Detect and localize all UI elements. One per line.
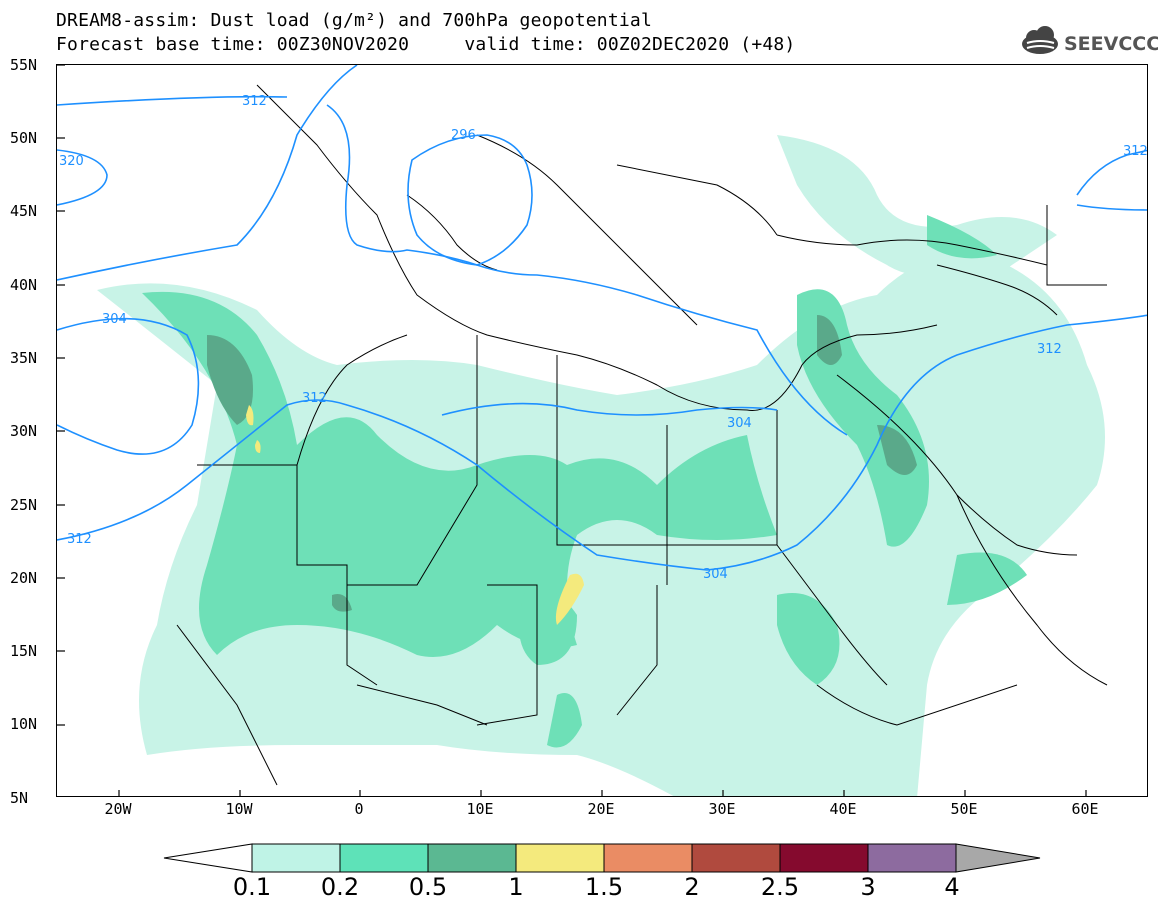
contour-label: 304 [703,567,728,582]
lat-label: 55N [10,56,38,74]
lon-label: 0 [354,800,364,818]
colorbar-label: 2.5 [760,873,800,901]
lon-label: 60E [1071,800,1099,818]
colorbar-swatch [339,843,429,873]
contour-label: 312 [67,532,92,547]
contour-label: 296 [451,128,476,143]
contour-labels: 312 296 320 304 312 304 312 304 312 312 [59,94,1148,582]
lon-label: 50E [950,800,978,818]
contour-label: 304 [102,312,127,327]
dust-load-high-areas [246,405,584,625]
lat-label: 5N [10,789,29,807]
axis-ticks [57,65,1087,796]
colorbar-swatch [779,843,869,873]
lon-label: 20E [587,800,615,818]
lon-label: 40E [829,800,857,818]
lon-label: 10W [225,800,253,818]
lat-label: 25N [10,496,38,514]
contour-label: 304 [727,416,752,431]
contour-label: 320 [59,154,84,169]
contour-label: 312 [1123,144,1148,159]
seevccc-logo: SEEVCCC [1018,26,1160,58]
geopotential-700hpa-contours [57,65,1147,571]
map-title-line-2: Forecast base time: 00Z30NOV2020 valid t… [56,34,796,55]
colorbar-label: 3 [860,873,876,901]
colorbar-label: 2 [684,873,700,901]
lat-label: 45N [10,202,38,220]
colorbar-label: 1.5 [584,873,624,901]
colorbar-swatch [515,843,605,873]
colorbar-label: 4 [944,873,960,901]
colorbar-label: 1 [508,873,524,901]
lat-label: 40N [10,276,38,294]
colorbar-swatch [691,843,781,873]
lat-label: 50N [10,129,38,147]
contour-label: 312 [242,94,267,109]
map-title-line-1: DREAM8-assim: Dust load (g/m²) and 700hP… [56,10,652,31]
logo-text: SEEVCCC [1064,33,1158,55]
lat-label: 35N [10,349,38,367]
colorbar-lower-arrow [163,843,253,873]
map-panel: 312 296 320 304 312 304 312 304 312 312 [56,64,1148,797]
lat-label: 15N [10,642,38,660]
colorbar-label: 0.1 [232,873,272,901]
lon-label: 30E [708,800,736,818]
colorbar-swatch [427,843,517,873]
colorbar-swatch [603,843,693,873]
colorbar-label: 0.2 [320,873,360,901]
colorbar-swatch [251,843,341,873]
colorbar-label: 0.5 [408,873,448,901]
lat-label: 20N [10,569,38,587]
contour-label: 312 [302,391,327,406]
colorbar [163,843,1041,873]
contour-label: 312 [1037,342,1062,357]
colorbar-upper-arrow [955,843,1041,873]
colorbar-swatch [867,843,957,873]
lat-label: 30N [10,422,38,440]
lon-label: 20W [104,800,132,818]
lon-label: 10E [466,800,494,818]
lat-label: 10N [10,715,38,733]
coastlines-and-borders [176,84,1108,786]
